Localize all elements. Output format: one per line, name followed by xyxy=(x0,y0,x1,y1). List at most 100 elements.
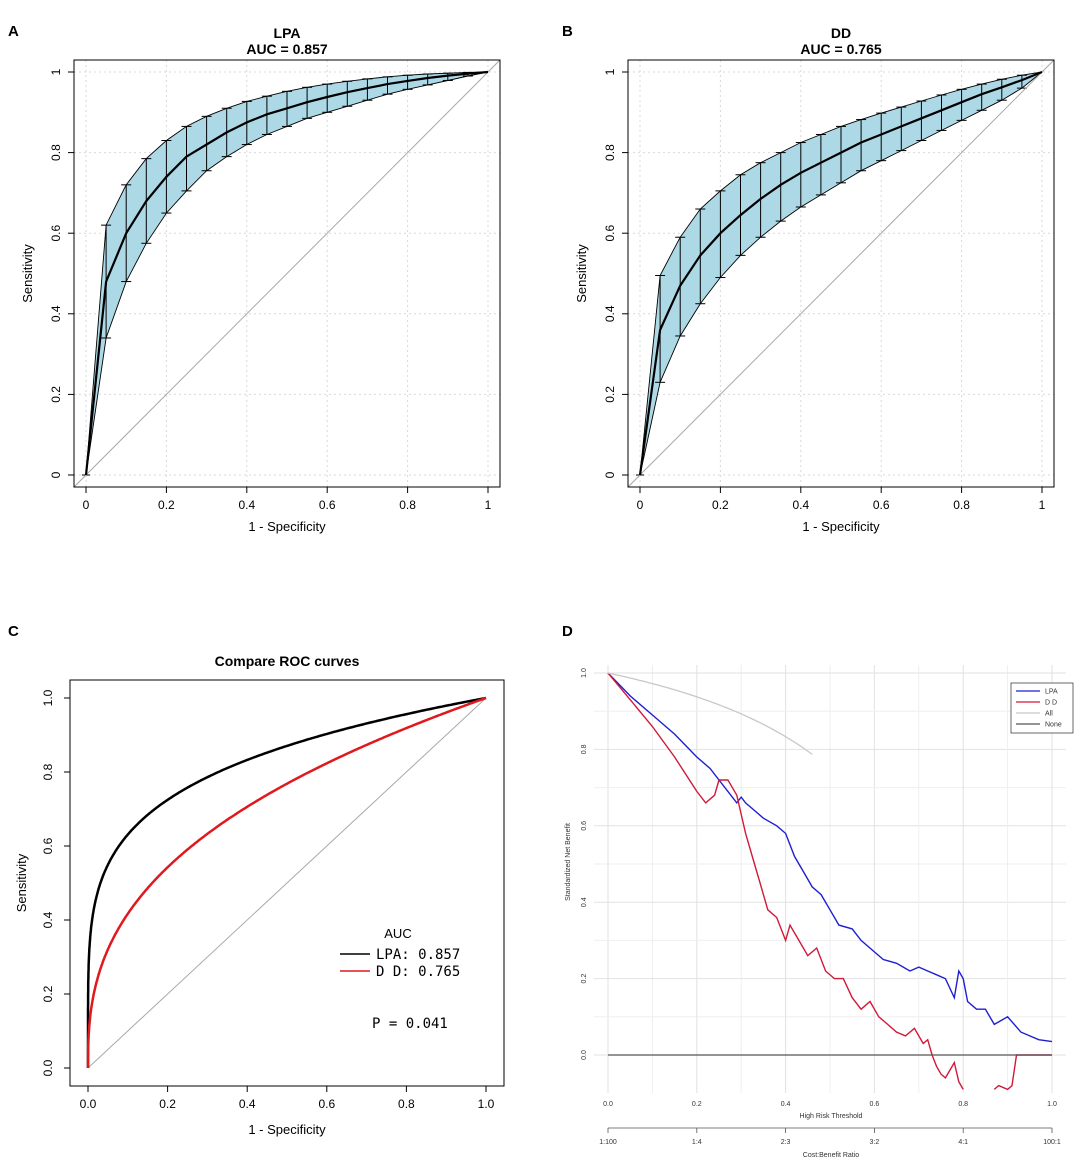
secondary-tick-label: 1:100 xyxy=(599,1139,617,1146)
secondary-tick-label: 2:3 xyxy=(781,1139,791,1146)
x-tick-label: 0.6 xyxy=(319,498,336,512)
plot-frame xyxy=(73,59,501,488)
y-tick-label: 0.4 xyxy=(41,911,55,928)
secondary-tick-label: 3:2 xyxy=(870,1139,880,1146)
x-tick-label: 0.8 xyxy=(953,498,970,512)
curve-dd xyxy=(607,672,964,1090)
y-tick-label: 0.6 xyxy=(41,837,55,854)
chart-subtitle: AUC = 0.857 xyxy=(246,41,328,57)
chart-title: DD xyxy=(831,25,851,41)
panel-label-c: C xyxy=(8,623,19,640)
x-tick-label: 0 xyxy=(83,498,90,512)
all-curve xyxy=(607,672,813,755)
plot-frame xyxy=(69,679,505,1087)
y-tick-label: 0.8 xyxy=(41,763,55,780)
legend-label-lpa: LPA: 0.857 xyxy=(376,947,460,963)
legend-label: None xyxy=(1045,722,1062,729)
y-tick-label: 1 xyxy=(603,68,617,75)
x-tick-label: 1.0 xyxy=(1047,1101,1057,1108)
curve-ddrightsegment xyxy=(993,1054,1052,1091)
legend-label-dd: D D: 0.765 xyxy=(376,964,460,980)
y-tick-label: 0.6 xyxy=(581,821,588,831)
y-tick-label: 1.0 xyxy=(581,668,588,678)
secondary-axis-label: Cost:Benefit Ratio xyxy=(803,1152,860,1159)
secondary-tick-label: 1:4 xyxy=(692,1139,702,1146)
x-tick-label: 0.2 xyxy=(158,498,175,512)
decision-curve-panel: 0.0 0.2 0.4 0.6 0.8 1.0 0.0 0.2 0.4 0.6 0.8 1.0 High… xyxy=(565,665,1074,1159)
y-tick-label: 0.6 xyxy=(49,225,63,242)
x-tick-label: 0.6 xyxy=(873,498,890,512)
chart-title: Compare ROC curves xyxy=(215,653,360,669)
x-tick-label: 0.8 xyxy=(398,1097,415,1111)
y-tick-label: 0.2 xyxy=(581,974,588,984)
y-axis-label: Sensitivity xyxy=(14,853,29,912)
roc-curve xyxy=(638,70,1043,476)
legend: LPA D D All None xyxy=(1010,682,1074,734)
x-tick-label: 0 xyxy=(637,498,644,512)
x-tick-label: 0.8 xyxy=(399,498,416,512)
y-tick-label: 0.8 xyxy=(603,144,617,161)
x-tick-label: 0.0 xyxy=(80,1097,97,1111)
x-tick-label: 0.4 xyxy=(239,1097,256,1111)
x-axis-label: High Risk Threshold xyxy=(800,1113,863,1120)
legend-label: All xyxy=(1045,711,1053,718)
roc-curve-dd xyxy=(86,696,487,1068)
chart-title: LPA xyxy=(274,25,301,41)
x-axis-label: 1 - Specificity xyxy=(802,519,880,534)
roc-curve xyxy=(84,70,489,476)
y-tick-label: 0.0 xyxy=(581,1050,588,1060)
panel-label-d: D xyxy=(562,623,573,640)
y-tick-label: 0.6 xyxy=(603,225,617,242)
legend-label: LPA xyxy=(1045,689,1058,696)
panel-label-b: B xyxy=(562,23,573,40)
x-tick-label: 0.2 xyxy=(692,1101,702,1108)
p-value-annotation: P = 0.041 xyxy=(372,1016,448,1032)
x-tick-label: 0.4 xyxy=(792,498,809,512)
x-tick-label: 0.4 xyxy=(781,1101,791,1108)
y-tick-label: 0.4 xyxy=(603,305,617,322)
curve-lpa xyxy=(607,672,1053,1043)
x-tick-label: 0.8 xyxy=(958,1101,968,1108)
compare-roc-panel: Compare ROC curves 0.0 0.2 0.4 0.6 0.8 1.0 0.0 0… xyxy=(14,653,505,1137)
grid-lines xyxy=(74,60,500,487)
y-axis-label: Sensitivity xyxy=(20,244,35,303)
reference-diagonal xyxy=(627,59,1055,488)
y-tick-label: 0.8 xyxy=(581,744,588,754)
x-axis-label: 1 - Specificity xyxy=(248,519,326,534)
reference-diagonal xyxy=(87,697,487,1069)
secondary-tick-label: 100:1 xyxy=(1043,1139,1061,1146)
chart-subtitle: AUC = 0.765 xyxy=(800,41,882,57)
legend-label: D D xyxy=(1045,700,1057,707)
y-tick-label: 0.8 xyxy=(49,144,63,161)
y-tick-label: 0.4 xyxy=(581,897,588,907)
y-tick-label: 0.2 xyxy=(49,386,63,403)
x-tick-label: 0.4 xyxy=(238,498,255,512)
y-axis-label: Standardized Net Benefit xyxy=(565,823,572,901)
curves xyxy=(607,672,1053,1091)
panel-label-a: A xyxy=(8,23,19,40)
plot-frame xyxy=(627,59,1055,488)
y-tick-label: 0 xyxy=(603,471,617,478)
x-tick-label: 1 xyxy=(1039,498,1046,512)
reference-diagonal xyxy=(73,59,501,488)
legend-title: AUC xyxy=(384,926,411,941)
grid-lines xyxy=(594,665,1066,1093)
x-tick-label: 0.6 xyxy=(870,1101,880,1108)
roc-curve-lpa xyxy=(86,696,487,1068)
x-axis-label: 1 - Specificity xyxy=(248,1122,326,1137)
x-tick-label: 0.2 xyxy=(159,1097,176,1111)
secondary-tick-label: 4:1 xyxy=(958,1139,968,1146)
y-tick-label: 0 xyxy=(49,471,63,478)
x-tick-label: 0.6 xyxy=(318,1097,335,1111)
y-tick-label: 0.2 xyxy=(41,985,55,1002)
x-tick-label: 1.0 xyxy=(478,1097,495,1111)
y-axis-label: Sensitivity xyxy=(574,244,589,303)
y-tick-label: 0.0 xyxy=(41,1059,55,1076)
x-tick-label: 0.0 xyxy=(603,1101,613,1108)
x-tick-label: 1 xyxy=(485,498,492,512)
y-tick-label: 1.0 xyxy=(41,689,55,706)
